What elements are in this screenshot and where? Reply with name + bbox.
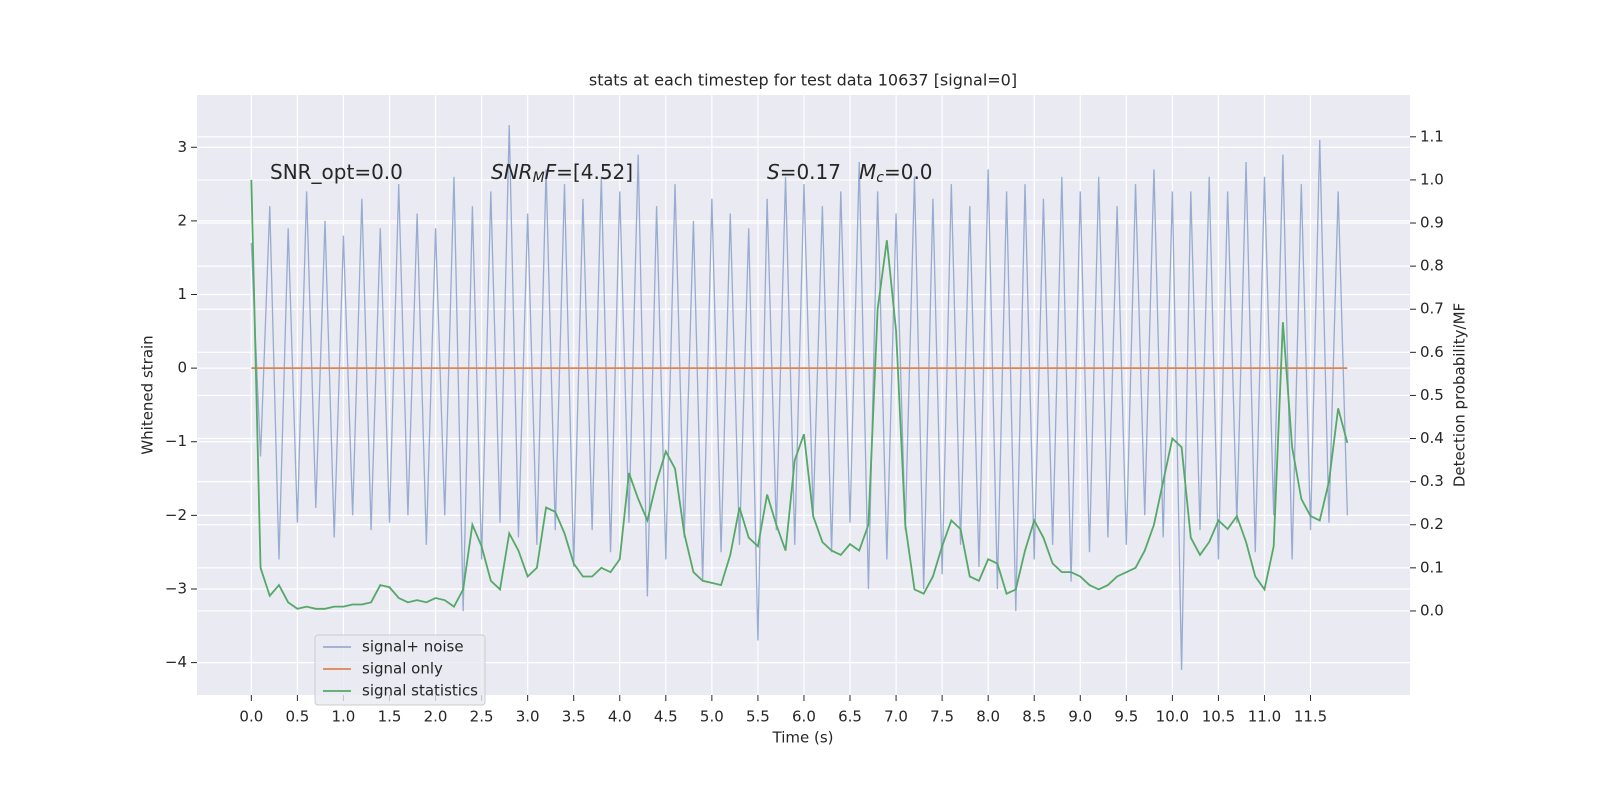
- annotation: SNR_opt=0.0: [270, 160, 403, 184]
- y-tick-label: 1: [177, 285, 187, 303]
- y2-tick-label: 0.6: [1420, 343, 1444, 361]
- x-tick-label: 1.0: [332, 708, 356, 726]
- legend-label: signal only: [362, 660, 443, 678]
- x-tick-label: 3.0: [516, 708, 540, 726]
- annotation-part: =0.17: [780, 160, 841, 184]
- annotation-part: =0.0: [884, 160, 933, 184]
- y2-tick-label: 0.4: [1420, 429, 1444, 447]
- y-tick-label: −3: [165, 579, 187, 597]
- y-tick-label: 3: [177, 138, 187, 156]
- annotation-part: c: [876, 170, 884, 186]
- annotation: S=0.17: [767, 160, 841, 184]
- legend-label: signal+ noise: [362, 638, 464, 656]
- x-tick-label: 1.5: [378, 708, 402, 726]
- x-tick-label: 2.5: [470, 708, 494, 726]
- y-tick-label: −2: [165, 506, 187, 524]
- y2-tick-label: 0.3: [1420, 472, 1444, 490]
- annotation-part: SNR: [491, 160, 533, 184]
- x-tick-label: 10.5: [1202, 708, 1235, 726]
- annotation: SNRMF=[4.52]: [491, 160, 633, 187]
- y2-tick-label: 0.1: [1420, 558, 1444, 576]
- annotation-part: M: [533, 170, 545, 186]
- x-tick-label: 0.0: [239, 708, 263, 726]
- y-tick-label: −1: [165, 432, 187, 450]
- series-line: [250, 179, 1349, 610]
- x-tick-label: 2.0: [424, 708, 448, 726]
- x-tick-label: 0.5: [285, 708, 309, 726]
- x-tick-label: 11.0: [1248, 708, 1281, 726]
- y2-tick-label: 0.9: [1420, 214, 1444, 232]
- x-tick-label: 11.5: [1294, 708, 1327, 726]
- x-tick-label: 9.0: [1068, 708, 1092, 726]
- y-axis-label: Whitened strain: [139, 335, 157, 454]
- x-tick-label: 8.0: [976, 708, 1000, 726]
- x-tick-label: 7.5: [930, 708, 954, 726]
- annotation-part: SNR_opt=0.0: [270, 160, 403, 184]
- y2-tick-label: 0.7: [1420, 300, 1444, 318]
- annotation-part: =[4.52]: [556, 160, 633, 184]
- y2-tick-label: 0.2: [1420, 515, 1444, 533]
- x-tick-label: 9.5: [1114, 708, 1138, 726]
- x-axis-label: Time (s): [772, 729, 834, 747]
- y2-tick-label: 0.0: [1420, 601, 1444, 619]
- legend-box: [314, 634, 486, 706]
- annotation-part: F: [545, 160, 557, 184]
- y2-axis-label: Detection probability/MF: [1451, 303, 1469, 487]
- y-tick-label: 0: [177, 359, 187, 377]
- annotation-part: S: [767, 160, 780, 184]
- legend-label: signal statistics: [362, 682, 478, 700]
- annotation-part: M: [859, 160, 876, 184]
- x-tick-label: 8.5: [1022, 708, 1046, 726]
- y2-tick-label: 0.8: [1420, 257, 1444, 275]
- x-tick-label: 5.0: [700, 708, 724, 726]
- x-tick-label: 6.5: [838, 708, 862, 726]
- y-tick-label: 2: [177, 211, 187, 229]
- x-tick-label: 3.5: [562, 708, 586, 726]
- y-tick-label: −4: [165, 653, 187, 671]
- x-tick-label: 10.0: [1156, 708, 1189, 726]
- chart-title: stats at each timestep for test data 106…: [589, 71, 1017, 90]
- y2-tick-label: 1.0: [1420, 170, 1444, 188]
- y2-tick-label: 1.1: [1420, 127, 1444, 145]
- x-tick-label: 7.0: [884, 708, 908, 726]
- y2-tick-label: 0.5: [1420, 386, 1444, 404]
- x-tick-label: 6.0: [792, 708, 816, 726]
- x-tick-label: 5.5: [746, 708, 770, 726]
- annotation: Mc=0.0: [859, 160, 933, 187]
- x-tick-label: 4.0: [608, 708, 632, 726]
- x-tick-label: 4.5: [654, 708, 678, 726]
- series-line: [250, 125, 1349, 670]
